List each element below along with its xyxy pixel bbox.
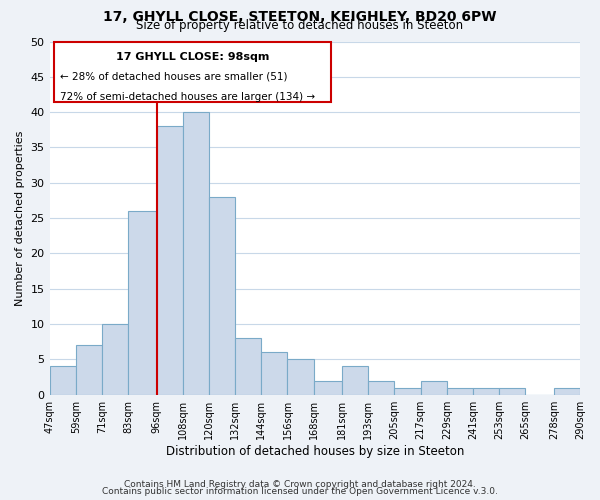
Text: Contains public sector information licensed under the Open Government Licence v.: Contains public sector information licen…: [102, 488, 498, 496]
Bar: [473, 388, 499, 394]
Bar: [342, 366, 368, 394]
Bar: [50, 366, 76, 394]
Bar: [287, 360, 314, 394]
Text: Contains HM Land Registry data © Crown copyright and database right 2024.: Contains HM Land Registry data © Crown c…: [124, 480, 476, 489]
Text: ← 28% of detached houses are smaller (51): ← 28% of detached houses are smaller (51…: [61, 71, 288, 81]
Text: Size of property relative to detached houses in Steeton: Size of property relative to detached ho…: [136, 19, 464, 32]
Bar: [209, 197, 235, 394]
Bar: [314, 380, 342, 394]
Text: 72% of semi-detached houses are larger (134) →: 72% of semi-detached houses are larger (…: [61, 92, 316, 102]
Bar: [554, 388, 580, 394]
Bar: [261, 352, 287, 395]
Text: 17, GHYLL CLOSE, STEETON, KEIGHLEY, BD20 6PW: 17, GHYLL CLOSE, STEETON, KEIGHLEY, BD20…: [103, 10, 497, 24]
Bar: [447, 388, 473, 394]
X-axis label: Distribution of detached houses by size in Steeton: Distribution of detached houses by size …: [166, 444, 464, 458]
Bar: [157, 126, 183, 394]
Bar: [499, 388, 526, 394]
Y-axis label: Number of detached properties: Number of detached properties: [15, 130, 25, 306]
Bar: [235, 338, 261, 394]
Bar: [368, 380, 394, 394]
Bar: [183, 112, 209, 395]
Bar: [76, 346, 102, 395]
Bar: [102, 324, 128, 394]
Text: 17 GHYLL CLOSE: 98sqm: 17 GHYLL CLOSE: 98sqm: [116, 52, 269, 62]
Bar: [394, 388, 421, 394]
Bar: [421, 380, 447, 394]
Bar: [128, 211, 157, 394]
Bar: [54, 42, 331, 102]
